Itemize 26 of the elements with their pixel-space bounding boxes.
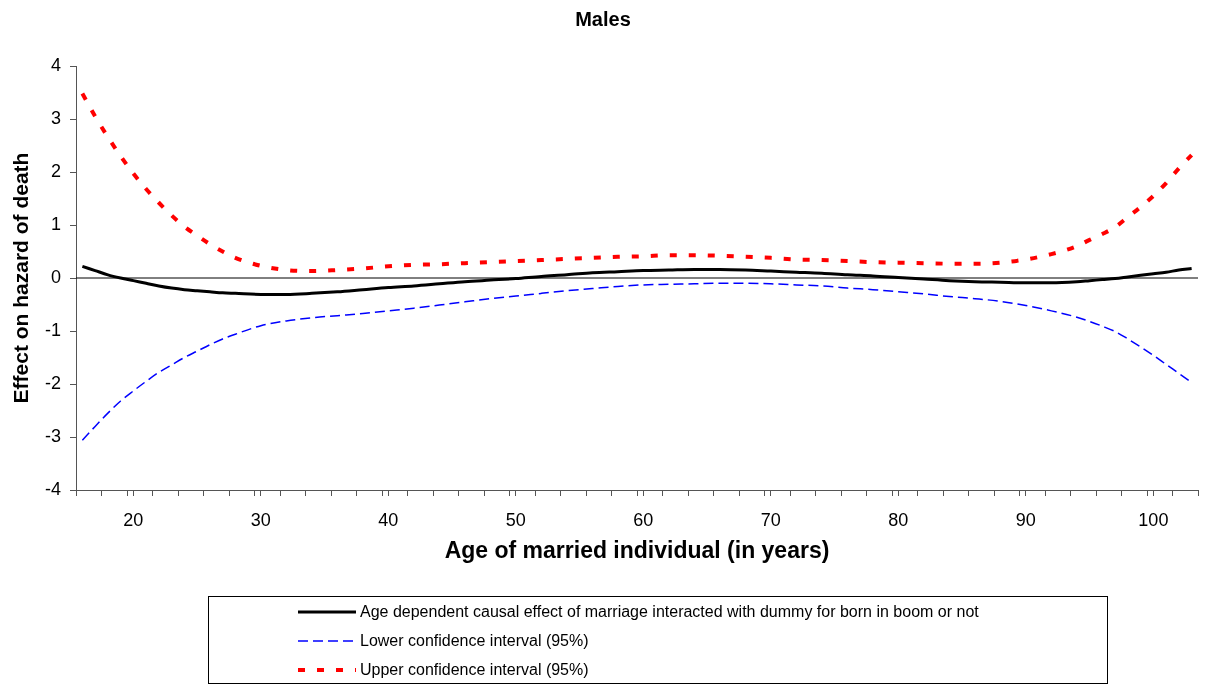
y-tick-label: -1: [44, 319, 61, 340]
x-tick-label: 60: [633, 509, 654, 530]
y-tick-label: -4: [44, 478, 61, 499]
y-tick-label: 2: [50, 160, 61, 181]
chart-title: Males: [575, 7, 631, 30]
x-tick-label: 90: [1015, 509, 1036, 530]
x-axis-title: Age of married individual (in years): [444, 536, 830, 563]
legend-label: Lower confidence interval (95%): [360, 631, 589, 650]
y-tick-label: -3: [44, 425, 61, 446]
y-tick-label: 3: [50, 107, 61, 128]
y-tick-label: 1: [50, 213, 61, 234]
y-axis-title: Effect on hazard of death: [9, 152, 33, 404]
x-tick-label: 30: [250, 509, 271, 530]
x-tick-label: 50: [505, 509, 526, 530]
legend-label: Age dependent causal effect of marriage interacted with dummy for born in boom or not: [360, 602, 979, 621]
x-tick-label: 40: [378, 509, 399, 530]
x-tick-label: 80: [888, 509, 909, 530]
x-tick-label: 100: [1138, 509, 1169, 530]
y-tick-label: 4: [50, 54, 61, 75]
line-series: [80, 91, 1194, 274]
x-tick-label: 20: [123, 509, 144, 530]
y-tick-label: -2: [44, 372, 61, 393]
x-tick-label: 70: [760, 509, 781, 530]
line-series: [80, 264, 1194, 296]
y-tick-label: 0: [50, 266, 61, 287]
legend-label: Upper confidence interval (95%): [360, 660, 589, 679]
